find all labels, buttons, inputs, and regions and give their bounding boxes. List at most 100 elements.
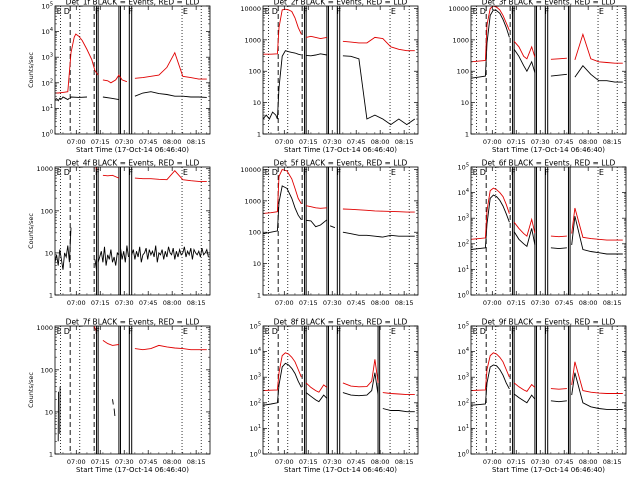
interval-marker-label: D — [272, 327, 278, 336]
panel-title: Det_7f BLACK = Events, RED = LLD — [66, 318, 200, 327]
interval-marker-label: F — [95, 168, 100, 177]
interval-marker-label: E — [265, 7, 270, 16]
y-tick-label: 101 — [42, 104, 53, 113]
y-tick-label: 10 — [45, 249, 53, 257]
interval-marker-label: F — [545, 168, 550, 177]
interval-marker-label: F — [337, 327, 342, 336]
interval-marker-label: E — [473, 7, 478, 16]
series-line-lld — [55, 33, 207, 94]
y-tick-label: 1000 — [36, 165, 53, 173]
x-axis-label: Start Time (17-Oct-14 06:46:40) — [284, 466, 397, 474]
y-tick-label: 100 — [457, 68, 469, 76]
x-tick-label: 07:45 — [347, 138, 366, 146]
x-tick-label: 07:45 — [555, 138, 574, 146]
y-tick-label: 100 — [458, 450, 469, 459]
x-tick-label: 07:15 — [507, 458, 526, 466]
panel-title: Det_9f BLACK = Events, RED = LLD — [482, 318, 616, 327]
x-tick-label: 08:00 — [163, 299, 182, 307]
plot-frame — [262, 166, 419, 296]
interval-marker-label: F — [303, 168, 308, 177]
x-tick-label: 08:00 — [371, 138, 390, 146]
x-tick-label: 07:30 — [531, 458, 550, 466]
x-tick-label: 07:45 — [139, 299, 158, 307]
interval-marker-label: D — [64, 7, 70, 16]
x-tick-label: 07:00 — [67, 299, 86, 307]
series-line-lld — [95, 167, 207, 182]
x-tick-label: 07:45 — [555, 458, 574, 466]
y-tick-label: 105 — [42, 2, 53, 11]
interval-marker-label: E — [57, 168, 62, 177]
interval-marker-label: E — [183, 168, 188, 177]
y-tick-label: 100 — [249, 68, 261, 76]
plot-area — [55, 167, 209, 295]
y-tick-label: 100 — [42, 130, 53, 139]
x-tick-label: 08:00 — [163, 138, 182, 146]
interval-marker-label: E — [391, 7, 396, 16]
plot-area — [55, 6, 207, 134]
x-tick-label: 07:45 — [555, 299, 574, 307]
y-tick-label: 104 — [250, 347, 261, 356]
x-tick-label: 07:15 — [299, 138, 318, 146]
plot-frame — [470, 5, 627, 135]
x-tick-label: 07:15 — [507, 138, 526, 146]
x-tick-label: 07:30 — [323, 458, 342, 466]
interval-marker-label: F — [511, 168, 516, 177]
panel-title: Det_6f BLACK = Events, RED = LLD — [482, 159, 616, 168]
y-tick-label: 105 — [458, 322, 469, 331]
x-tick-label: 07:00 — [275, 458, 294, 466]
interval-marker-label: F — [511, 7, 516, 16]
series-line-lld — [471, 6, 623, 64]
plot-frame — [54, 325, 211, 455]
x-tick-label: 08:15 — [187, 138, 206, 146]
series-line-events — [471, 364, 623, 410]
x-tick-label: 08:15 — [395, 299, 414, 307]
x-tick-label: 08:00 — [579, 299, 598, 307]
plot-area — [263, 167, 415, 295]
x-tick-label: 08:00 — [579, 138, 598, 146]
y-tick-label: 103 — [458, 214, 469, 223]
plot-area — [471, 167, 623, 295]
y-tick-label: 10000 — [448, 5, 469, 13]
y-tick-label: 104 — [458, 347, 469, 356]
y-tick-label: 1000 — [36, 324, 53, 332]
y-tick-label: 10 — [45, 408, 53, 416]
series-line-events — [55, 227, 209, 270]
x-axis-label: Start Time (17-Oct-14 06:46:40) — [76, 146, 189, 154]
interval-marker-label: F — [95, 7, 100, 16]
y-tick-label: 105 — [250, 322, 261, 331]
x-axis-label: Start Time (17-Oct-14 06:46:40) — [284, 146, 397, 154]
y-tick-label: 104 — [42, 27, 53, 36]
plot-area — [263, 6, 416, 134]
interval-marker-label: F — [129, 168, 134, 177]
series-line-events — [263, 362, 415, 413]
x-tick-label: 07:30 — [115, 138, 134, 146]
y-tick-label: 10 — [253, 99, 261, 107]
plot-area — [57, 326, 207, 454]
y-tick-label: 102 — [458, 239, 469, 248]
y-tick-label: 103 — [458, 373, 469, 382]
interval-marker-label: D — [64, 168, 70, 177]
x-tick-label: 08:15 — [603, 458, 622, 466]
plot-frame — [262, 325, 419, 455]
interval-marker-label: E — [473, 327, 478, 336]
x-tick-label: 08:15 — [395, 458, 414, 466]
x-tick-label: 07:15 — [299, 299, 318, 307]
y-tick-label: 1 — [257, 131, 261, 139]
x-tick-label: 08:15 — [603, 299, 622, 307]
y-tick-label: 10000 — [240, 5, 261, 13]
interval-marker-label: E — [599, 168, 604, 177]
interval-marker-label: D — [272, 168, 278, 177]
y-tick-label: 103 — [42, 53, 53, 62]
panel-title: Det_3f BLACK = Events, RED = LLD — [482, 0, 616, 7]
x-tick-label: 07:15 — [91, 138, 110, 146]
panel-title: Det_2f BLACK = Events, RED = LLD — [274, 0, 408, 7]
interval-marker-label: E — [391, 327, 396, 336]
interval-marker-label: E — [183, 327, 188, 336]
x-tick-label: 07:30 — [115, 458, 134, 466]
interval-marker-label: E — [265, 168, 270, 177]
y-tick-label: 102 — [458, 398, 469, 407]
